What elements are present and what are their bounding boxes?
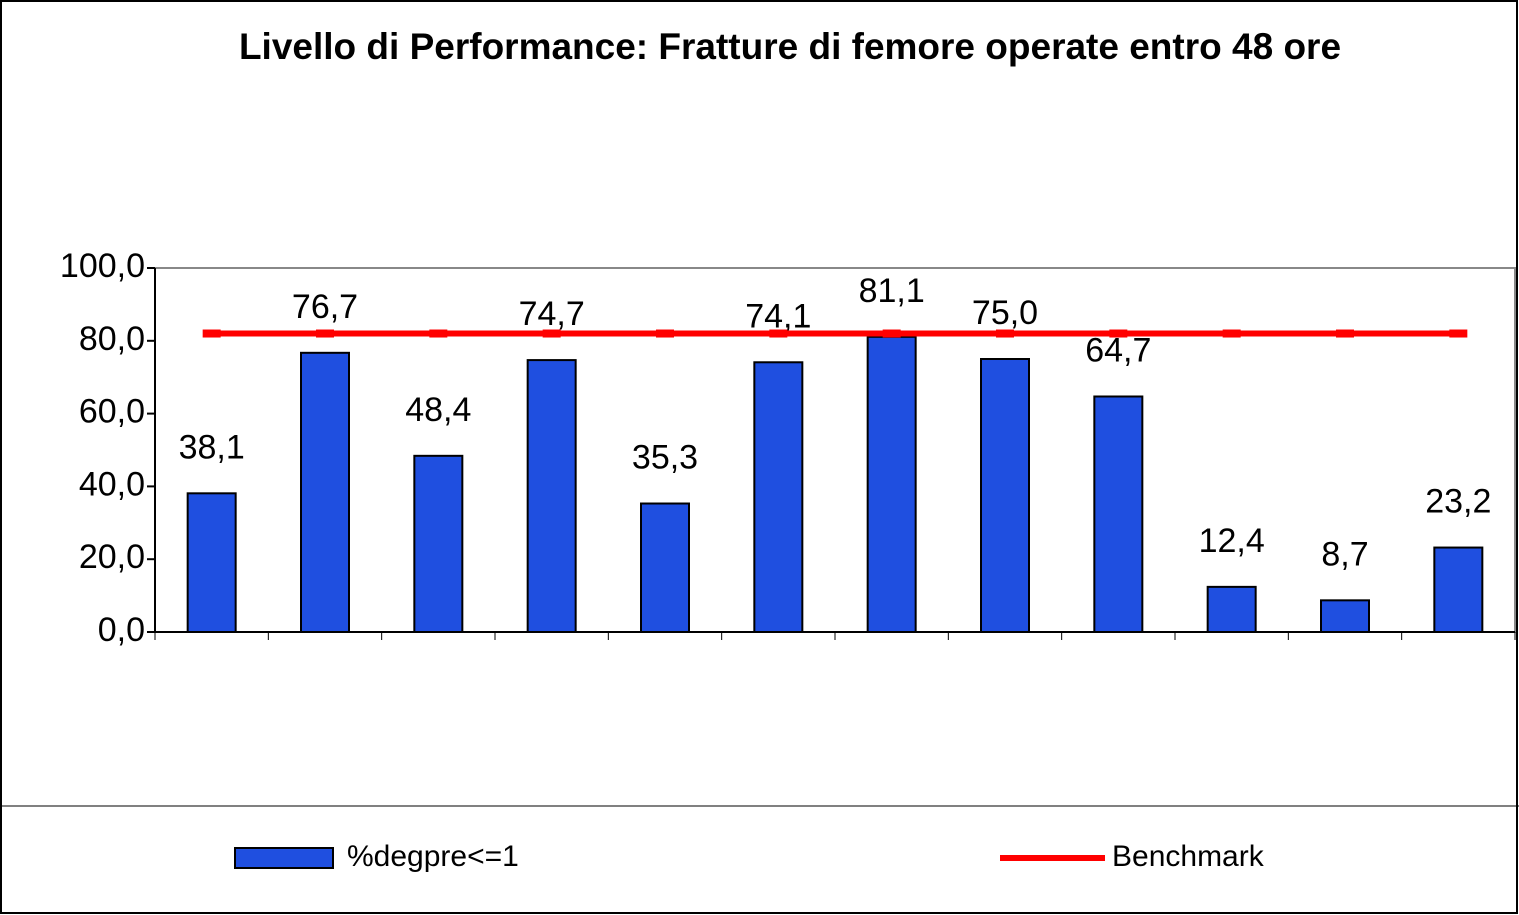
benchmark-marker — [882, 329, 901, 338]
value-label: 23,2 — [1425, 483, 1491, 521]
benchmark-marker — [1109, 329, 1128, 338]
bar — [640, 502, 690, 633]
value-label: 35,3 — [632, 438, 698, 476]
benchmark-marker — [1449, 329, 1468, 338]
value-label: 75,0 — [972, 294, 1038, 332]
bar — [1433, 546, 1484, 633]
value-label: 74,1 — [745, 297, 811, 335]
plot-border — [154, 267, 1516, 633]
benchmark-marker — [429, 329, 448, 338]
bar — [866, 335, 917, 633]
value-label: 8,7 — [1321, 535, 1368, 573]
chart-title: Livello di Performance: Fratture di femo… — [238, 26, 1342, 67]
y-tick-label: 0,0 — [98, 611, 145, 649]
value-label: 64,7 — [1085, 331, 1151, 369]
benchmark-marker — [996, 329, 1014, 338]
legend-label: Benchmark — [1112, 840, 1265, 873]
benchmark-marker — [769, 329, 788, 338]
bar — [1206, 585, 1257, 634]
value-label: 38,1 — [179, 428, 245, 466]
bar — [1093, 395, 1144, 633]
bar — [186, 492, 237, 634]
bar — [413, 454, 464, 633]
benchmark-marker — [1336, 329, 1354, 338]
y-tick-label: 20,0 — [79, 538, 145, 576]
bar — [300, 351, 350, 633]
legend-swatch — [234, 847, 334, 869]
y-tick-label: 100,0 — [60, 247, 145, 285]
value-label: 48,4 — [405, 391, 471, 429]
y-tick-label: 40,0 — [79, 465, 145, 503]
bar — [753, 361, 804, 633]
benchmark-marker — [542, 329, 561, 338]
bar — [980, 358, 1030, 633]
bar — [526, 359, 577, 633]
value-label: 76,7 — [292, 288, 358, 326]
benchmark-marker — [656, 329, 674, 338]
legend-label: %degpre<=1 — [347, 840, 519, 873]
value-label: 12,4 — [1199, 522, 1265, 560]
benchmark-marker — [316, 329, 334, 338]
value-label: 74,7 — [519, 295, 585, 333]
y-tick-label: 60,0 — [79, 393, 145, 431]
benchmark-marker — [202, 329, 221, 338]
bar — [1320, 599, 1370, 633]
y-tick-label: 80,0 — [79, 320, 145, 358]
benchmark-marker — [1222, 329, 1241, 338]
value-label: 81,1 — [859, 272, 925, 310]
